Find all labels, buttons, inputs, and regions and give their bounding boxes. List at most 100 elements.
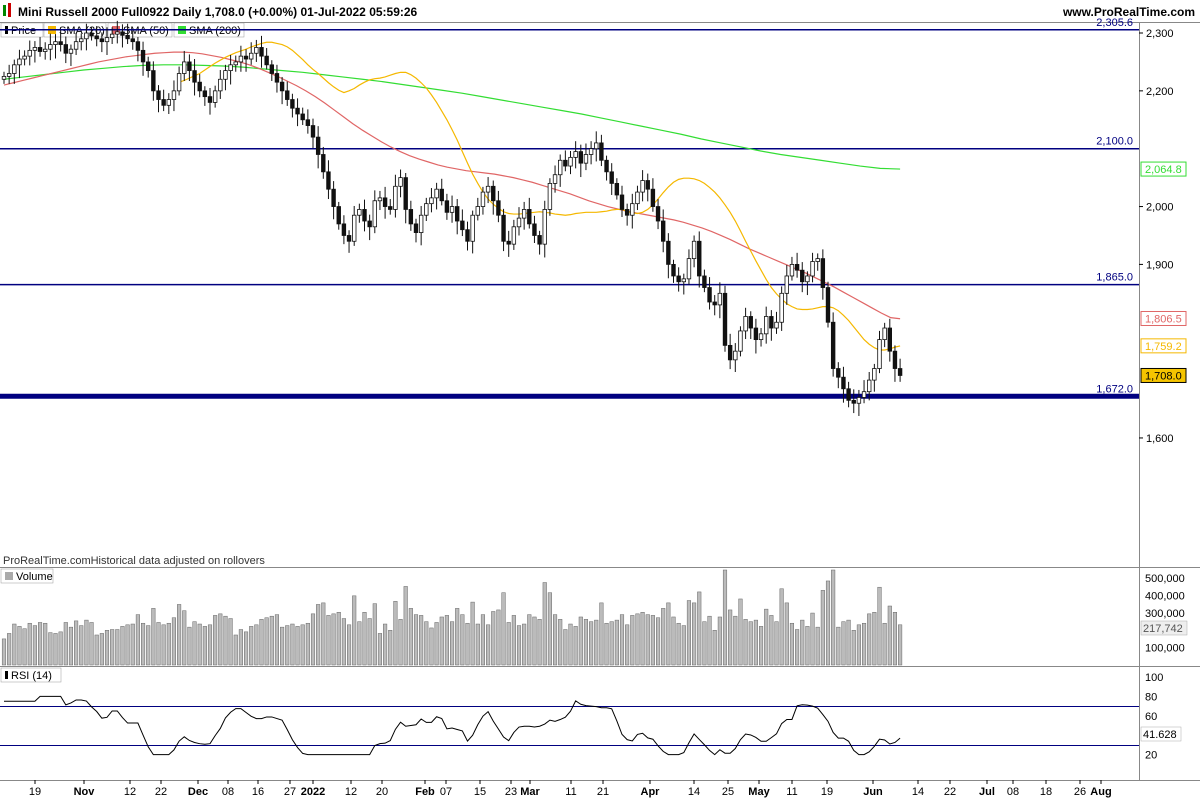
- volume-bar-152: [784, 602, 789, 666]
- time-tick-4: Dec: [188, 786, 208, 798]
- historical-note: ProRealTime.comHistorical data adjusted …: [3, 555, 265, 567]
- volume-bar-15: [79, 625, 84, 666]
- time-tick-10: 20: [376, 786, 388, 798]
- candle-body-86: [444, 200, 450, 213]
- volume-bar-109: [563, 629, 568, 666]
- volume-bar-95: [491, 611, 496, 666]
- candle-body-118: [609, 171, 614, 184]
- candle-body-91: [470, 214, 475, 242]
- volume-bar-139: [717, 616, 722, 666]
- volume-bar-46: [238, 629, 243, 666]
- candle-body-14: [73, 41, 79, 50]
- candle-body-162: [836, 368, 841, 378]
- price-tick-4: 1,600: [1146, 433, 1174, 445]
- badge-value-1: 1,806.5: [1145, 313, 1182, 325]
- candle-body-21: [109, 33, 115, 39]
- volume-bar-107: [553, 614, 558, 666]
- volume-bar-25: [130, 623, 135, 666]
- volume-bar-112: [578, 616, 583, 666]
- rsi-tick-2: 60: [1145, 711, 1157, 723]
- volume-bar-131: [676, 622, 681, 666]
- volume-bar-68: [352, 595, 357, 666]
- time-tick-8: 2022: [301, 786, 325, 798]
- volume-bar-103: [532, 616, 537, 666]
- volume-bar-120: [619, 614, 625, 666]
- time-axis-ticks: 19 Nov 12 22 Dec 08 16 27 2022 12 20 Feb 07 15 23 Mar 11…: [29, 780, 1112, 798]
- volume-bars: [1, 569, 903, 666]
- volume-bar-52: [269, 615, 274, 666]
- volume-bar-44: [228, 618, 233, 666]
- candle-body-131: [676, 275, 681, 283]
- candle-body-28: [145, 61, 151, 72]
- candle-body-79: [408, 209, 414, 225]
- volume-bar-87: [450, 621, 455, 666]
- candle-body-128: [661, 220, 666, 242]
- candle-body-107: [552, 174, 558, 184]
- candle-body-123: [635, 191, 640, 205]
- candle-body-144: [743, 316, 748, 332]
- volume-bar-82: [424, 621, 429, 666]
- time-tick-2: 12: [124, 786, 136, 798]
- volume-bar-55: [285, 625, 290, 666]
- time-tick-30: 26: [1074, 786, 1086, 798]
- price-tick-2: 2,000: [1146, 202, 1174, 214]
- candle-body-67: [346, 235, 352, 242]
- volume-bar-28: [146, 625, 151, 666]
- candle-body-130: [671, 263, 676, 277]
- candle-body-164: [846, 388, 851, 401]
- volume-bar-106: [547, 592, 552, 666]
- candle-body-93: [480, 191, 486, 207]
- volume-bar-18: [94, 634, 99, 666]
- time-tick-26: 22: [944, 786, 956, 798]
- candle-body-126: [650, 188, 656, 207]
- volume-bar-31: [161, 624, 166, 666]
- volume-bar-165: [851, 630, 856, 666]
- volume-bar-133: [686, 600, 692, 666]
- volume-bar-94: [486, 624, 491, 666]
- candle-body-156: [805, 275, 810, 283]
- candle-body-135: [697, 240, 702, 277]
- candle-body-30: [156, 90, 161, 100]
- candle-body-149: [769, 316, 774, 329]
- candle-body-57: [295, 107, 300, 115]
- volume-bar-70: [362, 612, 367, 666]
- rsi-label-box[interactable]: [0, 667, 62, 683]
- candle-body-17: [89, 32, 94, 37]
- candle-body-40: [207, 96, 213, 103]
- volume-bar-7: [38, 622, 43, 666]
- candle-body-172: [887, 327, 892, 352]
- badge-box-2: [1140, 338, 1187, 354]
- candle-body-33: [171, 90, 177, 100]
- volume-bar-74: [383, 623, 388, 666]
- candle-body-97: [501, 214, 506, 242]
- volume-bar-121: [625, 624, 630, 666]
- candle-body-136: [702, 275, 707, 288]
- volume-bar-27: [141, 622, 146, 666]
- time-tick-19: 14: [688, 786, 700, 798]
- volume-bar-78: [403, 586, 408, 666]
- volume-bar-17: [89, 622, 94, 666]
- candle-body-108: [558, 159, 563, 176]
- volume-bar-104: [537, 619, 542, 666]
- volume-bar-171: [882, 622, 887, 666]
- time-tick-31: Aug: [1090, 786, 1111, 798]
- candle-body-167: [861, 391, 867, 398]
- volume-bar-141: [728, 609, 733, 666]
- candle-body-159: [820, 258, 826, 288]
- volume-bar-88: [455, 608, 460, 666]
- candle-body-87: [449, 206, 455, 213]
- site-link[interactable]: www.ProRealTime.com: [1062, 5, 1195, 19]
- volume-label-box[interactable]: [0, 568, 54, 584]
- volume-bar-6: [32, 625, 37, 666]
- volume-bar-69: [357, 621, 362, 666]
- candle-body-58: [300, 113, 305, 121]
- candle-body-109: [563, 159, 568, 167]
- volume-bar-3: [17, 626, 22, 666]
- candle-body-157: [810, 261, 815, 277]
- last-value-badges: 2,064.8 1,806.5 1,759.2 1,708.0: [1140, 161, 1187, 383]
- candle-body-24: [125, 34, 130, 40]
- volume-bar-5: [27, 622, 32, 666]
- volume-bar-92: [475, 623, 480, 666]
- candle-body-44: [228, 64, 233, 72]
- volume-bar-170: [877, 586, 882, 666]
